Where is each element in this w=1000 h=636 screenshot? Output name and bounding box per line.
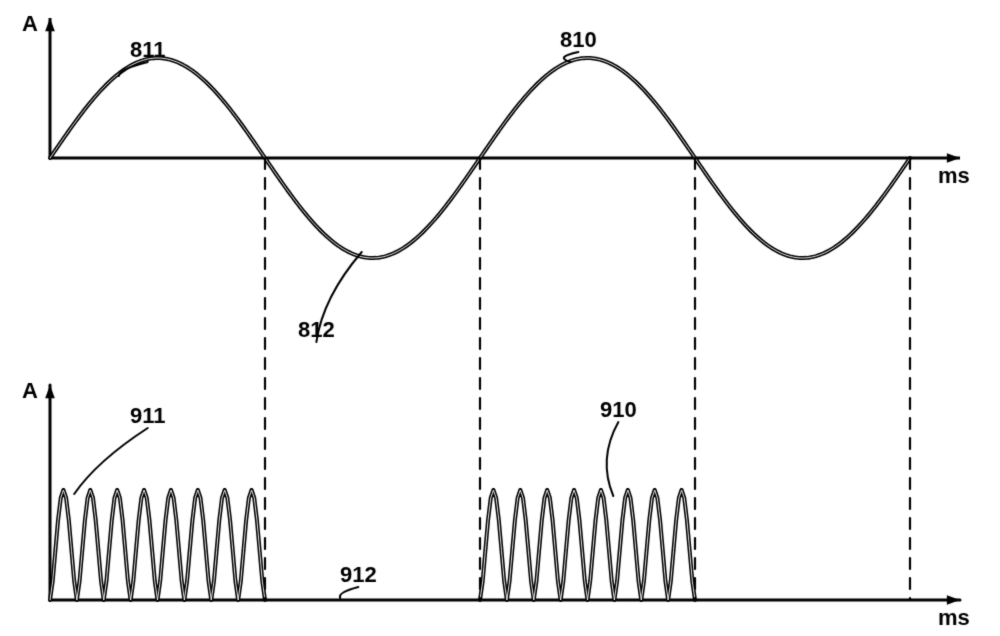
waveform-diagram	[0, 0, 1000, 636]
